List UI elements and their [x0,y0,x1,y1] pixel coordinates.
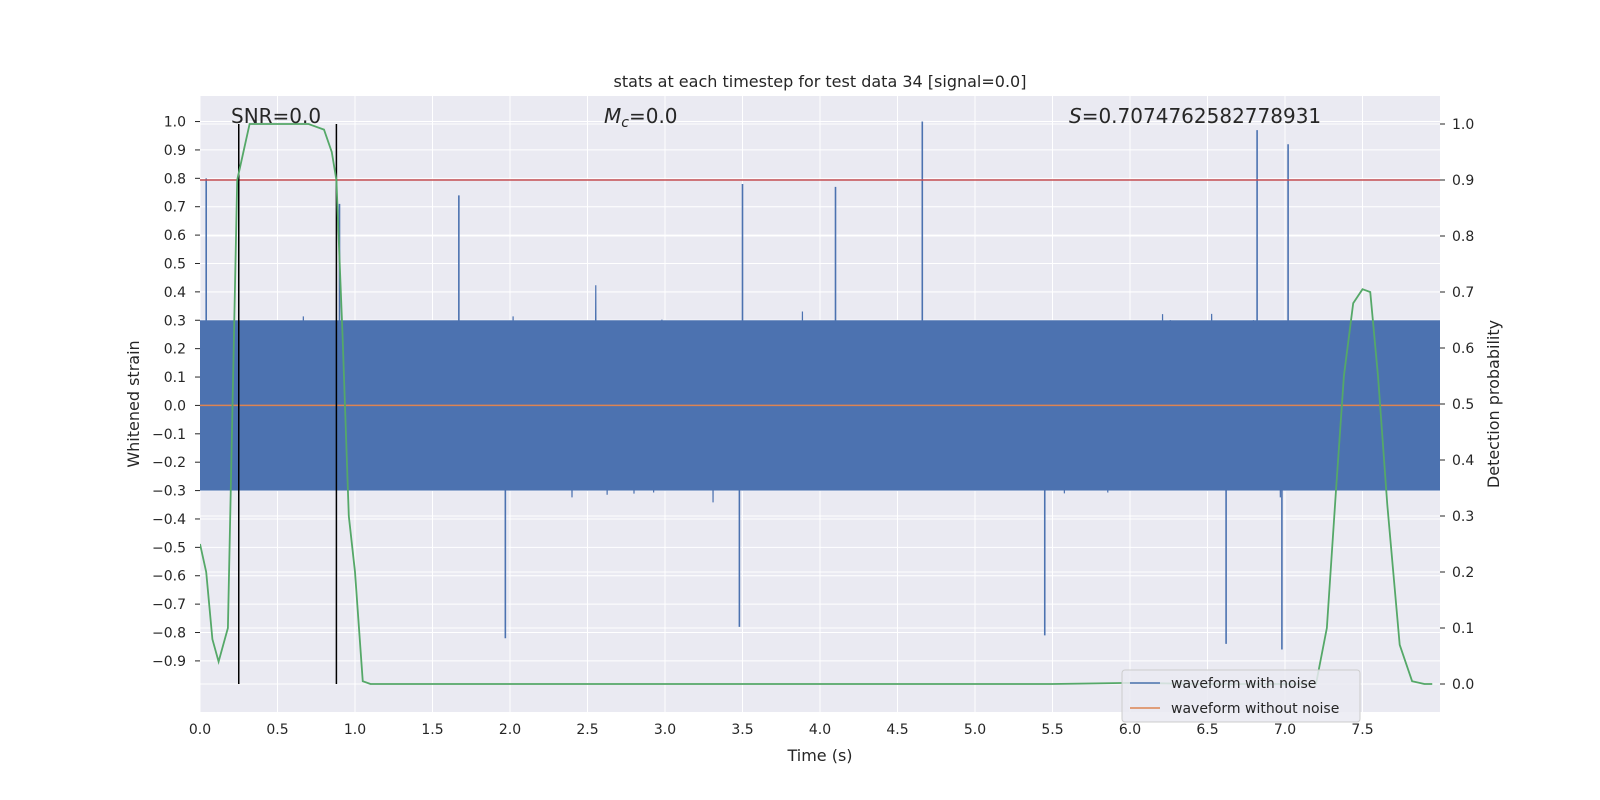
y-tick-label-left: −0.5 [152,540,186,556]
y-tick-label-right: 0.9 [1452,173,1474,189]
y-tick-label-right: 0.0 [1452,677,1474,693]
x-tick-label: 3.5 [731,722,753,738]
y-tick-label-left: −0.1 [152,427,186,443]
x-tick-label: 0.5 [266,722,288,738]
y-tick-label-left: 0.0 [164,398,186,414]
s-value: =0.7074762582778931 [1082,104,1321,128]
x-tick-label: 7.0 [1274,722,1296,738]
y-tick-label-left: 0.8 [164,171,186,187]
legend: waveform with noise waveform without noi… [1121,669,1361,723]
y-tick-label-left: 0.4 [164,285,186,301]
y-tick-label-right: 0.4 [1452,453,1474,469]
y-tick-label-right: 0.2 [1452,565,1474,581]
legend-label-noise: waveform with noise [1171,676,1316,692]
y-tick-label-left: 0.7 [164,200,186,216]
y-tick-label-right: 0.6 [1452,341,1474,357]
mc-value: =0.0 [629,104,678,128]
y-tick-label-left: −0.4 [152,512,186,528]
tick-labels: 0.0 0.5 1.0 1.5 2.0 2.5 3.0 3.5 4.0 4.5 5.0 5.5 6.0 6… [152,115,1474,738]
y-tick-label-right: 0.8 [1452,229,1474,245]
y-tick-label-left: −0.2 [152,455,186,471]
y-tick-label-left: 0.3 [164,313,186,329]
y-tick-label-left: −0.8 [152,626,186,642]
mc-symbol: M [604,104,621,128]
x-tick-label: 6.5 [1196,722,1218,738]
y-tick-label-left: 0.9 [164,143,186,159]
x-axis-label: Time (s) [786,746,852,765]
x-tick-label: 4.5 [886,722,908,738]
x-tick-label: 1.0 [344,722,366,738]
legend-box [1121,669,1361,723]
x-tick-label: 2.0 [499,722,521,738]
snr-annotation: SNR=0.0 [231,104,321,128]
probability-curve [200,123,1433,685]
y-tick-label-left: −0.3 [152,484,186,500]
y-tick-label-left: 0.2 [164,342,186,358]
overlay-series [200,123,1440,685]
x-tick-label: 0.0 [189,722,211,738]
x-tick-label: 3.0 [654,722,676,738]
y-tick-label-left: 0.6 [164,228,186,244]
y-tick-label-right: 1.0 [1452,117,1474,133]
y-tick-label-right: 0.5 [1452,397,1474,413]
legend-label-clean: waveform without noise [1171,701,1339,717]
s-annotation: S=0.7074762582778931 [1069,104,1321,128]
x-tick-label: 6.0 [1119,722,1141,738]
y-tick-label-right: 0.3 [1452,509,1474,525]
y-tick-label-right: 0.7 [1452,285,1474,301]
y-tick-label-left: 1.0 [164,115,186,131]
chart-title: stats at each timestep for test data 34 … [614,72,1027,91]
s-symbol: S [1069,104,1082,128]
x-tick-label: 2.5 [576,722,598,738]
y-axis-label-right: Detection probability [1484,320,1503,488]
mc-annotation: Mc=0.0 [604,104,678,131]
x-tick-label: 5.5 [1041,722,1063,738]
y-tick-label-right: 0.1 [1452,621,1474,637]
y-axis-label-left: Whitened strain [124,340,143,467]
y-tick-label-left: −0.9 [152,654,186,670]
x-tick-label: 1.5 [421,722,443,738]
mc-subscript: c [621,115,629,131]
x-tick-label: 7.5 [1351,722,1373,738]
y-tick-label-left: −0.6 [152,569,186,585]
y-tick-label-left: −0.7 [152,597,186,613]
x-tick-label: 5.0 [964,722,986,738]
y-tick-label-left: 0.1 [164,370,186,386]
x-tick-label: 4.0 [809,722,831,738]
y-tick-label-left: 0.5 [164,256,186,272]
